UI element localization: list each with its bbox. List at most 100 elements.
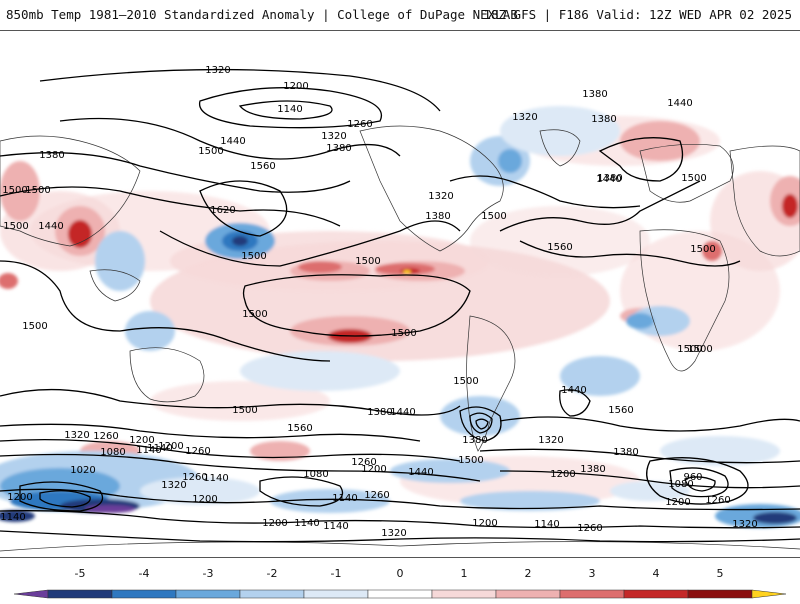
contour-label: 1380 <box>462 435 487 446</box>
contour-label: 1380 <box>582 89 607 100</box>
contour-label: 1560 <box>250 161 275 172</box>
contour-label: 1260 <box>351 457 376 468</box>
colorbar-segment <box>367 589 433 599</box>
contour-label: 1080 <box>303 469 328 480</box>
contour-label: 1500 <box>458 455 483 466</box>
contour-label: 1440 <box>220 136 245 147</box>
colorbar-segment <box>303 589 369 599</box>
colorbar-tick-label: 3 <box>588 567 596 580</box>
colorbar-arrow-max <box>751 589 787 599</box>
contour-label: 1500 <box>232 405 257 416</box>
contour-label: 1440 <box>38 221 63 232</box>
colorbar-tick-label: -4 <box>138 567 150 580</box>
contour-label: 1500 <box>241 251 266 262</box>
colorbar-segment <box>239 589 305 599</box>
contour-label: 1440 <box>408 467 433 478</box>
contour-label: 1380 <box>326 143 351 154</box>
colorbar-segment <box>495 589 561 599</box>
colorbar-segment <box>47 589 113 599</box>
contour-label: 1560 <box>287 423 312 434</box>
contour-label: 1140 <box>534 519 559 530</box>
contour-label: 1500 <box>690 244 715 255</box>
colorbar-segment <box>687 589 753 599</box>
contour-label: 1500 <box>242 309 267 320</box>
contour-label: 1320 <box>538 435 563 446</box>
contour-label: 1380 <box>580 464 605 475</box>
contour-label: 1260 <box>182 472 207 483</box>
colorbar-tick-label: -3 <box>202 567 214 580</box>
contour-label: 1140 <box>277 104 302 115</box>
map-panel[interactable]: 1320 1200 1140 1260 1380 1440 1320 1380 1440 1500… <box>0 30 800 558</box>
contour-label: 1200 <box>7 492 32 503</box>
colorbar-legend: -5 -4 -3 -2 -1 0 1 2 3 4 5 <box>0 566 800 600</box>
contour-label: 1380 <box>613 447 638 458</box>
colorbar-segment <box>431 589 497 599</box>
contour-label: 1500 <box>2 185 27 196</box>
colorbar-tick-label: 4 <box>652 567 660 580</box>
contour-label: 1320 <box>321 131 346 142</box>
coastlines <box>0 125 800 552</box>
contour-label: 1500 <box>687 344 712 355</box>
contour-label: 1140 <box>203 473 228 484</box>
contour-label: 1620 <box>210 205 235 216</box>
contour-label: 1140 <box>0 512 25 523</box>
colorbar-segment <box>175 589 241 599</box>
contour-label: 1200 <box>472 518 497 529</box>
anomaly-shading <box>0 106 800 528</box>
contour-label: 1200 <box>262 518 287 529</box>
contour-label: 1500 <box>198 146 223 157</box>
colorbar-tick-label: 0 <box>396 567 404 580</box>
contour-label: 1500 <box>681 173 706 184</box>
contour-label: 1380 <box>367 407 392 418</box>
contour-label: 1200 <box>158 441 183 452</box>
contour-label: 1200 <box>361 464 386 475</box>
contour-label: 1080 <box>100 447 125 458</box>
colorbar-arrow-min <box>13 589 49 599</box>
contour-label: 1140 <box>323 521 348 532</box>
contour-label: 1440 <box>390 407 415 418</box>
colorbar-tick-label: 5 <box>716 567 724 580</box>
contour-label: 1200 <box>283 81 308 92</box>
contour-label: 1320 <box>64 430 89 441</box>
colorbar-tick-label: 1 <box>460 567 468 580</box>
colorbar-tick-label: 2 <box>524 567 532 580</box>
colorbar <box>13 589 787 599</box>
contour-label: 1200 <box>192 494 217 505</box>
colorbar-tick-label: -5 <box>74 567 86 580</box>
contour-label: 1260 <box>185 446 210 457</box>
contour-label: 1200 <box>665 497 690 508</box>
map-title: 850mb Temp 1981–2010 Standardized Anomal… <box>6 7 518 22</box>
contour-label: 1500 <box>391 328 416 339</box>
contour-label: 1260 <box>577 523 602 534</box>
contour-label: 1560 <box>608 405 633 416</box>
contour-label: 1260 <box>364 490 389 501</box>
header: 850mb Temp 1981–2010 Standardized Anomal… <box>0 0 800 30</box>
colorbar-tick-label: -1 <box>330 567 342 580</box>
contour-label: 1560 <box>547 242 572 253</box>
contour-label: 960 <box>683 472 702 483</box>
height-contours <box>0 68 800 543</box>
contour-label: 1200 <box>550 469 575 480</box>
model-run-info: 18Z GFS | F186 Valid: 12Z WED APR 02 202… <box>483 7 792 22</box>
contour-label: 1320 <box>161 480 186 491</box>
contour-label: 1380 <box>39 150 64 161</box>
contour-label: 1500 <box>22 321 47 332</box>
contour-label: 1440 <box>596 174 621 185</box>
contour-label: 1080 <box>668 479 693 490</box>
colorbar-segment <box>559 589 625 599</box>
contour-label: 1380 <box>591 114 616 125</box>
contour-label: 1200 <box>129 435 154 446</box>
contour-label: 1020 <box>70 465 95 476</box>
colorbar-tick-label: -2 <box>266 567 278 580</box>
contour-label: 1320 <box>205 65 230 76</box>
contour-label: 1500 <box>25 185 50 196</box>
contour-label: 1260 <box>347 119 372 130</box>
contour-label: 1440 <box>667 98 692 109</box>
contour-label: 1320 <box>428 191 453 202</box>
contour-label: 1260 <box>93 431 118 442</box>
contour-label: 1320 <box>512 112 537 123</box>
contour-label: 1500 <box>3 221 28 232</box>
contour-label: 1140 <box>294 518 319 529</box>
contour-label: 1320 <box>381 528 406 539</box>
